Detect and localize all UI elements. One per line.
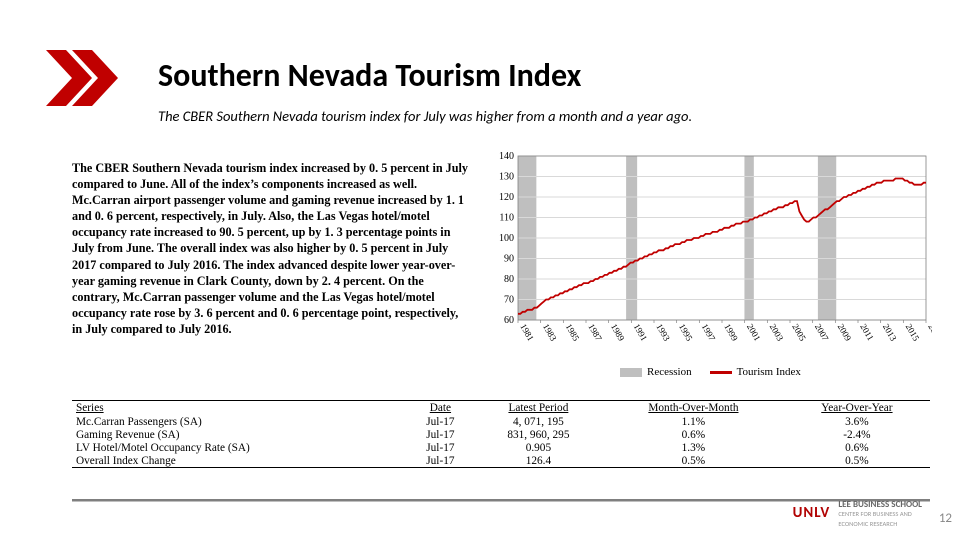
brand-line3: ECONOMIC RESEARCH — [838, 520, 897, 528]
table-row: Overall Index ChangeJul-17126.40.5%0.5% — [72, 454, 930, 468]
svg-text:2017: 2017 — [926, 322, 932, 343]
svg-text:2015: 2015 — [904, 322, 922, 343]
svg-text:60: 60 — [504, 315, 514, 326]
svg-text:1989: 1989 — [609, 322, 627, 343]
table-header: Month-Over-Month — [603, 401, 784, 416]
table-header: Latest Period — [474, 401, 603, 416]
svg-text:1987: 1987 — [586, 322, 604, 343]
svg-text:1999: 1999 — [722, 322, 740, 343]
page-subtitle: The CBER Southern Nevada tourism index f… — [158, 107, 692, 125]
svg-text:2007: 2007 — [813, 322, 831, 343]
table-header: Date — [407, 401, 474, 416]
brand-block: UNLV LEE BUSINESS SCHOOL CENTER FOR BUSI… — [793, 500, 922, 528]
table-header: Year-Over-Year — [784, 401, 930, 416]
svg-text:2011: 2011 — [858, 322, 875, 342]
svg-text:2009: 2009 — [836, 322, 854, 343]
svg-text:1995: 1995 — [677, 322, 695, 343]
svg-text:2005: 2005 — [790, 322, 808, 343]
unlv-logo-text: UNLV — [793, 504, 831, 522]
table-row: Mc.Carran Passengers (SA)Jul-174, 071, 1… — [72, 415, 930, 428]
tourism-index-chart: 60 70 80 90 100 110 120 130 140 1981 1983 19851987 1… — [490, 152, 932, 364]
data-table: SeriesDateLatest PeriodMonth-Over-MonthY… — [72, 400, 930, 468]
svg-text:80: 80 — [504, 274, 514, 285]
brand-line1: LEE BUSINESS SCHOOL — [838, 499, 922, 510]
svg-text:70: 70 — [504, 295, 514, 306]
legend-recession: Recession — [647, 366, 692, 378]
body-paragraph: The CBER Southern Nevada tourism index i… — [72, 160, 470, 337]
svg-text:1981: 1981 — [518, 322, 536, 343]
svg-text:2001: 2001 — [745, 322, 763, 343]
svg-text:140: 140 — [499, 152, 514, 162]
svg-text:120: 120 — [499, 192, 514, 203]
svg-text:100: 100 — [499, 233, 514, 244]
svg-text:90: 90 — [504, 254, 514, 265]
page-title: Southern Nevada Tourism Index — [158, 56, 692, 95]
svg-text:1985: 1985 — [564, 322, 582, 343]
svg-text:1983: 1983 — [541, 322, 559, 343]
table-row: Gaming Revenue (SA)Jul-17831, 960, 2950.… — [72, 428, 930, 441]
chevron-logo — [46, 50, 142, 111]
brand-line2: CENTER FOR BUSINESS AND — [838, 510, 911, 518]
page-number: 12 — [939, 511, 952, 526]
legend-tourism: Tourism Index — [737, 366, 801, 378]
svg-text:2013: 2013 — [881, 322, 899, 343]
svg-text:2003: 2003 — [768, 322, 786, 343]
svg-text:110: 110 — [499, 213, 514, 224]
table-row: LV Hotel/Motel Occupancy Rate (SA)Jul-17… — [72, 441, 930, 454]
svg-text:1991: 1991 — [632, 322, 650, 343]
table-header: Series — [72, 401, 407, 416]
svg-text:1997: 1997 — [700, 322, 718, 343]
svg-text:1993: 1993 — [654, 322, 672, 343]
chart-legend: Recession Tourism Index — [620, 366, 801, 378]
svg-text:130: 130 — [499, 172, 514, 183]
